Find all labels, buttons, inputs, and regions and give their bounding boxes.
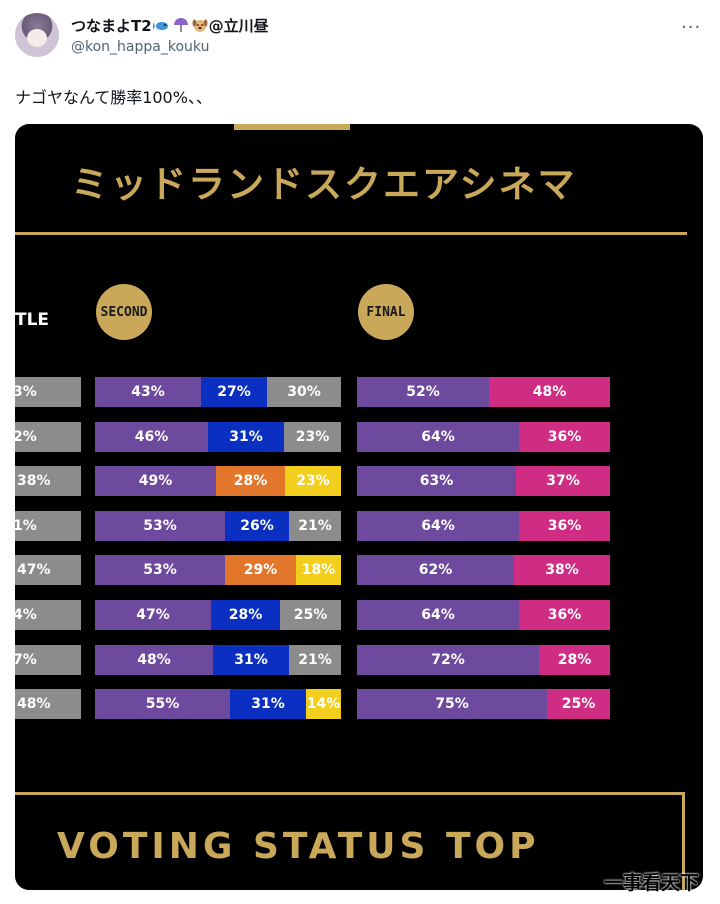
second-round-bar-segment: 31% [230,689,306,719]
second-round-bar-segment: 21% [289,645,341,675]
voting-status-title: VOTING STATUS TOP [57,826,540,867]
first-round-bar: 48% [15,689,81,719]
final-round-bar-segment: 38% [514,555,610,585]
final-round-bar-segment: 37% [516,466,610,496]
final-round-bar-segment: 52% [357,377,489,407]
umbrella-emoji-icon [173,18,188,32]
second-round-bar-segment: 26% [225,511,289,541]
display-name-suffix: @立川昼 [208,17,269,35]
final-round-bar-segment: 25% [547,689,610,719]
final-round-bar-segment: 64% [357,422,519,452]
final-round-bar-segment: 72% [357,645,539,675]
first-round-bar: 4% [15,600,81,630]
second-round-bar-segment: 21% [289,511,341,541]
final-round-bar-segment: 36% [519,422,610,452]
final-round-bar-segment: 48% [489,377,610,407]
final-round-bar-segment: 63% [357,466,516,496]
final-round-bar-segment: 28% [539,645,610,675]
tweet-header: つなまよT2 @立川昼 @kon_happa_kouku ··· [0,0,720,70]
second-round-bar-segment: 49% [95,466,216,496]
second-round-bar-segment: 53% [95,555,225,585]
second-round-bar-segment: 30% [267,377,341,407]
first-round-bar: 2% [15,422,81,452]
first-round-bar: 38% [15,466,81,496]
final-round-bar-segment: 62% [357,555,514,585]
second-round-badge: SECOND [96,284,152,340]
final-round-bar-segment: 75% [357,689,547,719]
avatar[interactable] [15,13,59,57]
tweet-image[interactable]: ミッドランドスクエアシネマ TLE SECOND FINAL 3% 43% 27% 3… [15,124,703,890]
theater-title: ミッドランドスクエアシネマ [71,163,577,206]
final-round-bar-segment: 36% [519,511,610,541]
second-round-bar-segment: 23% [284,422,341,452]
watermark: 一事看天下 [604,872,700,894]
second-round-bar-segment: 43% [95,377,201,407]
gold-top-accent [234,124,350,130]
first-round-bar: 7% [15,645,81,675]
display-name[interactable]: つなまよT2 @立川昼 [71,15,269,36]
second-round-bar-segment: 18% [296,555,341,585]
tweet-text: ナゴヤなんて勝率100%、、 [15,88,212,107]
more-options-icon[interactable]: ··· [681,17,702,38]
second-round-bar-segment: 28% [216,466,285,496]
final-round-badge: FINAL [358,284,414,340]
second-round-bar-segment: 25% [280,600,341,630]
avatar-face [27,29,47,47]
dog-emoji-icon [192,19,208,32]
second-round-bar-segment: 53% [95,511,225,541]
final-round-bar-segment: 64% [357,600,519,630]
first-round-bar: 1% [15,511,81,541]
second-round-bar-segment: 46% [95,422,208,452]
gold-frame-top [15,792,685,795]
second-round-bar-segment: 31% [213,645,289,675]
first-round-bar: 3% [15,377,81,407]
fish-emoji-icon [152,22,168,30]
first-round-label: TLE [15,310,50,330]
second-round-bar-segment: 55% [95,689,230,719]
final-round-bar-segment: 64% [357,511,519,541]
second-round-bar-segment: 28% [211,600,280,630]
second-round-bar-segment: 14% [306,689,341,719]
second-round-bar-segment: 31% [208,422,284,452]
display-name-text: つなまよT2 [71,17,152,35]
gold-frame-side [682,792,685,890]
second-round-bar-segment: 29% [225,555,296,585]
second-round-bar-segment: 23% [285,466,341,496]
second-round-bar-segment: 47% [95,600,211,630]
final-round-bar-segment: 36% [519,600,610,630]
first-round-bar: 47% [15,555,81,585]
gold-divider [15,232,687,235]
second-round-bar-segment: 48% [95,645,213,675]
second-round-bar-segment: 27% [201,377,267,407]
user-handle[interactable]: @kon_happa_kouku [71,39,210,55]
